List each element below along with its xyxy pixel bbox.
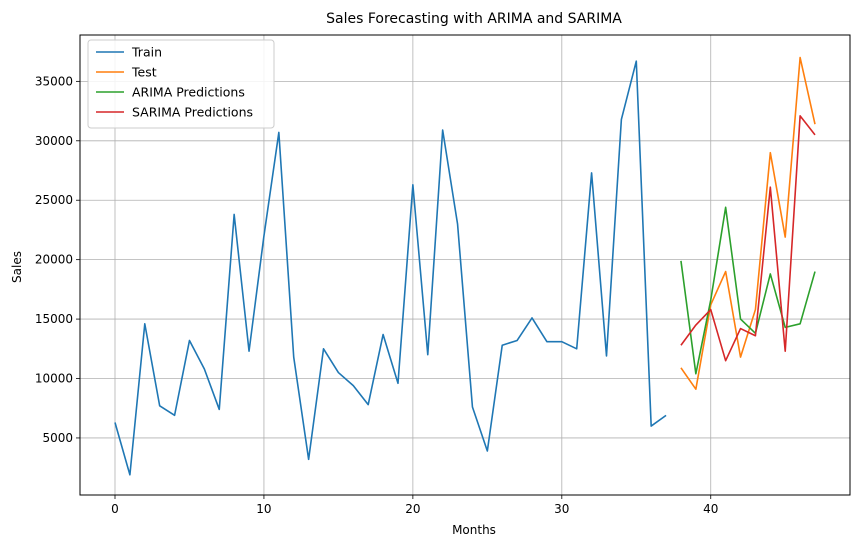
y-tick-label: 35000	[35, 74, 73, 88]
x-axis-ticks: 0 10 20 30 40	[111, 495, 718, 516]
legend-label: SARIMA Predictions	[132, 105, 253, 120]
plot-frame	[79, 34, 851, 496]
y-tick-label: 20000	[35, 253, 73, 267]
legend-label: Train	[131, 45, 162, 60]
legend: Train Test ARIMA Predictions SARIMA Predict…	[87, 39, 275, 129]
x-tick-label: 0	[111, 502, 119, 516]
y-axis-ticks: 5000 10000 15000 20000 25000 30000 35000	[35, 74, 80, 445]
y-tick-label: 10000	[35, 372, 73, 386]
y-axis-label: Sales	[10, 251, 24, 283]
x-tick-label: 20	[405, 502, 420, 516]
series-line-arima-predictions	[680, 206, 816, 375]
x-tick-label: 30	[554, 502, 569, 516]
legend-box	[87, 39, 275, 129]
x-tick-label: 40	[703, 502, 718, 516]
y-tick-label: 25000	[35, 193, 73, 207]
series-line-train	[114, 60, 667, 476]
y-tick-label: 15000	[35, 312, 73, 326]
series-line-test	[680, 56, 816, 391]
legend-label: Test	[131, 65, 157, 80]
y-tick-label: 30000	[35, 134, 73, 148]
series-lines	[114, 56, 816, 476]
x-tick-label: 10	[256, 502, 271, 516]
legend-label: ARIMA Predictions	[132, 85, 245, 100]
chart-title: Sales Forecasting with ARIMA and SARIMA	[326, 11, 622, 27]
x-axis-label: Months	[452, 523, 496, 537]
grid	[80, 35, 850, 495]
y-tick-label: 5000	[42, 431, 73, 445]
series-line-sarima-predictions	[680, 115, 816, 362]
